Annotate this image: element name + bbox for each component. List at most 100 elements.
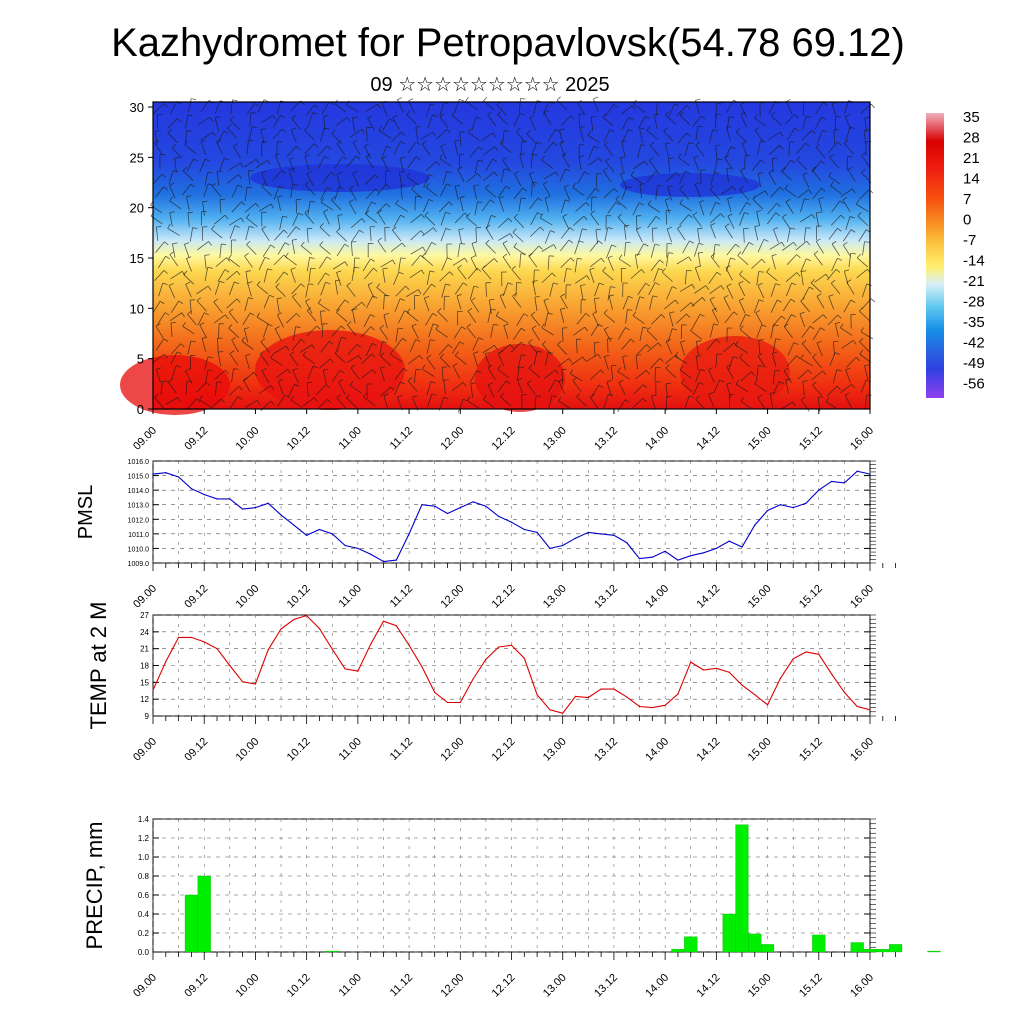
data-point [818, 654, 819, 655]
data-point [293, 525, 294, 526]
data-point [741, 685, 742, 686]
x-tick-label: 14.12 [695, 736, 723, 764]
x-tick-label: 15.00 [746, 425, 774, 453]
data-point [306, 535, 307, 536]
data-point [293, 619, 294, 620]
data-point [626, 696, 627, 697]
data-point [242, 508, 243, 509]
data-point [255, 507, 256, 508]
x-tick-label: 11.12 [388, 583, 415, 610]
data-point [524, 529, 525, 530]
data-point [869, 709, 870, 710]
x-tick-label: 12.00 [438, 425, 466, 453]
x-tick-label: 10.00 [234, 583, 262, 611]
y-tick-label: 1011.0 [128, 532, 149, 539]
x-tick-label: 13.12 [592, 425, 620, 453]
y-tick-label: 0.4 [138, 910, 150, 919]
x-tick-label: 12.12 [490, 736, 518, 764]
wind-barb-flag [717, 103, 722, 104]
data-point [716, 548, 717, 549]
wind-barb [415, 196, 416, 210]
colorbar-label: -35 [963, 314, 985, 331]
x-tick-label: 13.12 [592, 736, 620, 764]
data-point [280, 628, 281, 629]
data-point [421, 666, 422, 667]
x-tick-label: 10.12 [285, 972, 313, 1000]
x-tick-label: 11.12 [388, 972, 415, 999]
data-point [485, 506, 486, 507]
x-tick-label: 09.12 [182, 736, 210, 764]
x-tick-label: 15.00 [746, 972, 774, 1000]
wind-barb-flag [591, 116, 596, 117]
y-tick-label: 1.2 [138, 834, 150, 843]
data-point [408, 645, 409, 646]
wind-barb-flag [221, 244, 226, 245]
data-point [306, 615, 307, 616]
precip-bar [326, 951, 339, 952]
precip-bar [736, 825, 749, 952]
data-point [780, 678, 781, 679]
precip-bar [761, 944, 774, 952]
data-point [793, 658, 794, 659]
x-tick-label: 09.12 [182, 425, 210, 453]
x-tick-label: 16.00 [848, 736, 876, 764]
wind-barb-flag [786, 99, 790, 101]
precip-bar [198, 876, 211, 952]
y-tick-label: 0 [137, 402, 144, 417]
data-point [767, 510, 768, 511]
data-point [831, 481, 832, 482]
wind-barb-flag [175, 158, 180, 159]
x-tick-label: 14.00 [643, 583, 671, 611]
precip-bar [876, 949, 889, 952]
y-tick-label: 9 [145, 712, 150, 721]
x-tick-label: 13.12 [592, 972, 620, 1000]
data-point [690, 662, 691, 663]
x-tick-label: 12.00 [438, 736, 466, 764]
data-point [729, 541, 730, 542]
data-point [869, 474, 870, 475]
x-tick-label: 11.00 [337, 583, 364, 610]
data-point [665, 705, 666, 706]
x-tick-label: 16.00 [848, 425, 876, 453]
y-tick-label: 0.2 [138, 929, 150, 938]
y-tick-label: 5 [137, 352, 144, 367]
precip-bar [812, 935, 825, 952]
y-tick-label: 1016.0 [128, 459, 150, 466]
heatmap-blob [680, 336, 790, 408]
wind-barb-flag [248, 140, 253, 141]
data-point [639, 558, 640, 559]
data-point [255, 683, 256, 684]
colorbar-label: -42 [963, 335, 985, 352]
data-point [485, 659, 486, 660]
data-point [537, 694, 538, 695]
wind-barb-flag [409, 99, 413, 101]
x-tick-label: 14.00 [643, 736, 671, 764]
data-point [242, 681, 243, 682]
data-point [857, 471, 858, 472]
data-point [370, 554, 371, 555]
data-point [588, 697, 589, 698]
data-point [729, 672, 730, 673]
x-tick-label: 11.12 [388, 425, 415, 452]
data-point [370, 644, 371, 645]
x-tick-label: 09.12 [182, 583, 210, 611]
y-tick-label: 20 [130, 201, 144, 216]
chart-subtitle: 09 ☆☆☆☆☆☆☆☆☆ 2025 [370, 74, 609, 96]
y-tick-label: 0.8 [138, 872, 150, 881]
data-point [677, 559, 678, 560]
data-point [562, 713, 563, 714]
data-point [562, 545, 563, 546]
data-point [434, 692, 435, 693]
data-point [204, 641, 205, 642]
data-point [332, 533, 333, 534]
data-point [447, 702, 448, 703]
wind-barb-flag [248, 170, 253, 171]
data-point [383, 621, 384, 622]
y-tick-label: 1015.0 [128, 474, 150, 481]
colorbar-label: 35 [963, 109, 980, 126]
data-point [165, 661, 166, 662]
x-tick-label: 13.12 [592, 583, 620, 611]
x-tick-label: 13.00 [541, 583, 569, 611]
y-tick-label: 27 [140, 611, 149, 620]
